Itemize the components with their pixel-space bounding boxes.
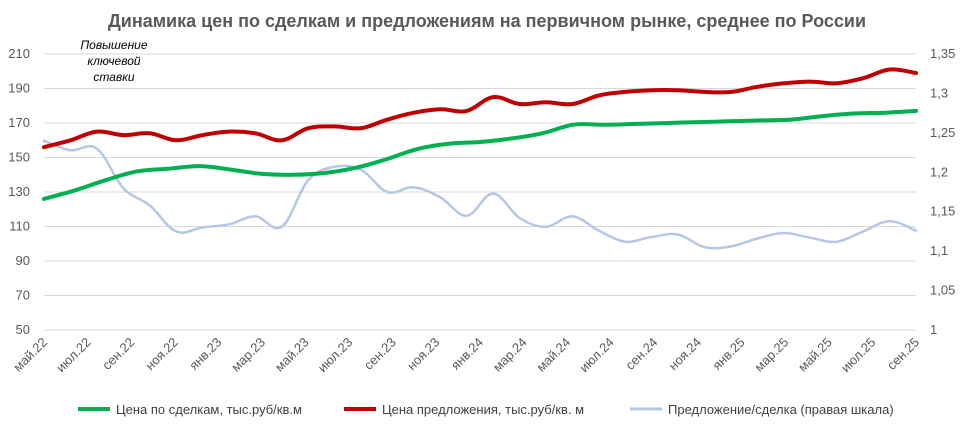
y-left-tick-label: 130 xyxy=(8,184,30,199)
series-line-offer xyxy=(42,67,918,150)
y-left-tick-label: 70 xyxy=(16,288,30,303)
series-layer xyxy=(42,67,918,250)
x-tick-label: мар.23 xyxy=(228,335,268,375)
y-right-tick-label: 1,1 xyxy=(930,243,948,258)
annotation-line-3: ставки xyxy=(93,70,134,84)
y-right-tick-label: 1,3 xyxy=(930,85,948,100)
x-tick-label: ноя.22 xyxy=(142,335,181,374)
x-tick-label: ноя.24 xyxy=(666,335,705,374)
legend-label-ratio: Предложение/сделка (правая шкала) xyxy=(668,402,894,417)
legend: Цена по сделкам, тыс.руб/кв.м Цена предл… xyxy=(78,402,894,417)
x-tick-label: сен.22 xyxy=(99,335,137,373)
x-tick-label: янв.23 xyxy=(186,335,224,373)
x-tick-label: сен.25 xyxy=(884,335,922,373)
legend-label-deals: Цена по сделкам, тыс.руб/кв.м xyxy=(116,402,302,417)
x-tick-label: мар.25 xyxy=(751,335,791,375)
x-tick-label: янв.25 xyxy=(709,335,747,373)
y-left-tick-label: 210 xyxy=(8,46,30,61)
y-left-tick-label: 150 xyxy=(8,150,30,165)
y-left-tick-label: 50 xyxy=(16,322,30,337)
y-right-tick-label: 1,25 xyxy=(930,125,955,140)
x-tick-label: янв.24 xyxy=(448,335,486,373)
y-right-tick-label: 1,05 xyxy=(930,283,955,298)
x-tick-label: май.23 xyxy=(272,335,312,375)
y-left-tick-label: 170 xyxy=(8,115,30,130)
x-tick-label: май.25 xyxy=(795,335,835,375)
y-right-tick-label: 1,2 xyxy=(930,164,948,179)
x-tick-label: сен.23 xyxy=(361,335,399,373)
axis-layer: 50 70 90 110 130 150 170 190 210 1 1,05 1,1 1,15 1,2 1… xyxy=(8,46,955,375)
legend-label-offer: Цена предложения, тыс.руб/кв. м xyxy=(382,402,584,417)
x-tick-label: май.22 xyxy=(10,335,50,375)
x-tick-label: мар.24 xyxy=(490,335,530,375)
x-tick-label: ноя.23 xyxy=(404,335,443,374)
x-tick-label: сен.24 xyxy=(622,335,660,373)
x-tick-label: июл.25 xyxy=(838,335,879,376)
x-tick-label: июл.24 xyxy=(576,335,617,376)
y-left-tick-label: 190 xyxy=(8,81,30,96)
annotation: Повышение ключевой ставки xyxy=(80,38,147,84)
y-right-tick-label: 1 xyxy=(930,322,937,337)
chart-title: Динамика цен по сделкам и предложениям н… xyxy=(108,11,866,31)
annotation-line-1: Повышение xyxy=(80,38,147,52)
y-left-tick-label: 110 xyxy=(9,219,30,234)
y-left-tick-label: 90 xyxy=(16,253,30,268)
annotation-line-2: ключевой xyxy=(87,54,140,68)
series-line-deals xyxy=(42,108,918,201)
x-tick-label: май.24 xyxy=(533,335,573,375)
series-line-ratio xyxy=(42,139,918,250)
y-right-tick-label: 1,35 xyxy=(930,46,955,61)
x-tick-label: июл.22 xyxy=(53,335,94,376)
grid-layer xyxy=(44,53,916,331)
y-right-tick-label: 1,15 xyxy=(930,204,955,219)
x-tick-label: июл.23 xyxy=(315,335,356,376)
